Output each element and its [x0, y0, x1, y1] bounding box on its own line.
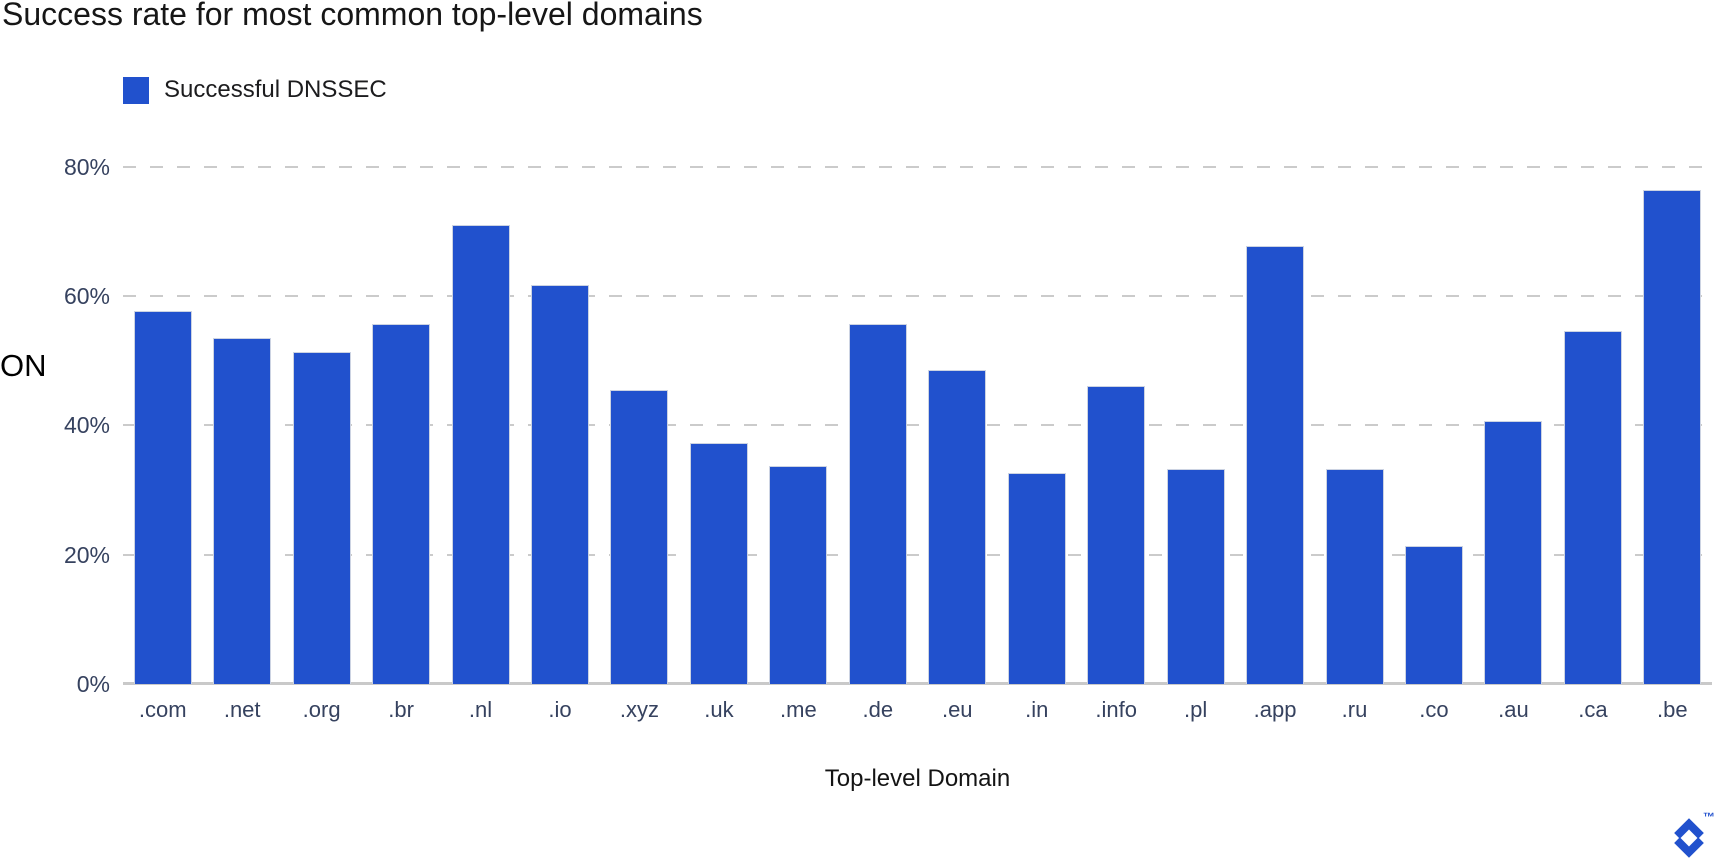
bar-me	[769, 466, 828, 684]
x-tick-label-de: .de	[862, 697, 894, 722]
bar-slot-org	[282, 120, 361, 684]
chart-title: Success rate for most common top-level d…	[2, 0, 703, 32]
bar-slot-com	[123, 120, 202, 684]
gridline-80	[123, 165, 1712, 168]
gridline-20	[123, 553, 1712, 556]
y-tick-labels: 0% 20% 40% 60% 80%	[18, 120, 110, 698]
bar-slot-uk	[679, 120, 758, 684]
y-tick-label-0: 0%	[76, 671, 110, 697]
bar-slot-ru	[1315, 120, 1394, 684]
bar-xyz	[610, 390, 669, 684]
bar-slot-co	[1394, 120, 1473, 684]
legend-swatch	[123, 76, 149, 104]
bar-slot-app	[1235, 120, 1314, 684]
bar-slot-xyz	[600, 120, 679, 684]
bar-slot-pl	[1156, 120, 1235, 684]
bar-be	[1643, 189, 1702, 684]
x-tick-label-br: .br	[388, 697, 414, 722]
bar-info	[1087, 386, 1146, 684]
bar-co	[1404, 545, 1463, 684]
bar-slot-me	[759, 120, 838, 684]
bar-slot-net	[202, 120, 281, 684]
x-tick-label-eu: .eu	[941, 697, 973, 722]
bar-ca	[1563, 331, 1622, 684]
y-tick-label-40: 40%	[63, 412, 110, 439]
bar-slot-nl	[441, 120, 520, 684]
bar-ru	[1325, 468, 1384, 684]
x-tick-label-be: .be	[1657, 697, 1688, 722]
x-tick-label-in: .in	[1025, 697, 1049, 722]
bar-au	[1484, 421, 1543, 684]
bar-slot-io	[520, 120, 599, 684]
legend-label: Successful DNSSEC	[164, 76, 387, 103]
bar-slot-br	[361, 120, 440, 684]
legend: Successful DNSSEC	[123, 76, 387, 104]
bar-br	[372, 323, 431, 684]
bar-slot-ca	[1553, 120, 1632, 684]
gridline-60	[123, 294, 1712, 297]
bar-slot-be	[1633, 120, 1712, 684]
y-tick-label-20: 20%	[63, 541, 110, 568]
x-tick-label-co: .co	[1419, 697, 1449, 722]
bar-uk	[689, 442, 748, 684]
x-tick-label-me: .me	[780, 697, 817, 722]
x-tick-label-org: .org	[302, 697, 341, 722]
bar-net	[213, 337, 272, 684]
bar-slot-au	[1474, 120, 1553, 684]
x-tick-label-pl: .pl	[1183, 697, 1208, 722]
toptal-logo: ™	[1669, 810, 1715, 862]
bar-slot-info	[1076, 120, 1155, 684]
trademark-symbol: ™	[1703, 810, 1715, 824]
bar-org	[292, 351, 351, 684]
y-tick-label-80: 80%	[63, 153, 110, 180]
bar-slot-de	[838, 120, 917, 684]
y-tick-label-60: 60%	[63, 282, 110, 309]
x-tick-label-ru: .ru	[1341, 697, 1368, 722]
x-tick-label-au: .au	[1498, 697, 1529, 722]
toptal-logo-mark	[1674, 818, 1704, 858]
bar-com	[133, 310, 192, 684]
bar-in	[1007, 473, 1066, 684]
bar-app	[1246, 246, 1305, 684]
bar-nl	[451, 225, 510, 684]
x-tick-label-com: .com	[138, 697, 187, 722]
x-tick-labels: .com .net .org .br .nl .io .xyz .uk .me .de .eu .in…	[123, 697, 1712, 723]
bar-slot-in	[997, 120, 1076, 684]
x-axis-baseline	[123, 682, 1712, 685]
x-tick-label-app: .app	[1253, 697, 1297, 722]
plot-area	[123, 120, 1712, 685]
bar-slot-eu	[918, 120, 997, 684]
x-tick-label-xyz: .xyz	[619, 697, 659, 722]
bar-pl	[1166, 468, 1225, 684]
x-tick-label-info: .info	[1095, 697, 1137, 722]
bar-series	[123, 120, 1712, 684]
gridline-40	[123, 424, 1712, 427]
x-tick-label-io: .io	[548, 697, 572, 722]
x-axis-title: Top-level Domain	[824, 765, 1011, 792]
bar-eu	[928, 369, 987, 684]
bar-io	[530, 284, 589, 684]
x-tick-label-uk: .uk	[704, 697, 734, 722]
x-tick-label-ca: .ca	[1578, 697, 1608, 722]
y-axis-label-fragment: ON	[0, 348, 47, 383]
x-tick-label-net: .net	[223, 697, 261, 722]
bar-de	[848, 323, 907, 684]
x-tick-label-nl: .nl	[468, 697, 493, 722]
